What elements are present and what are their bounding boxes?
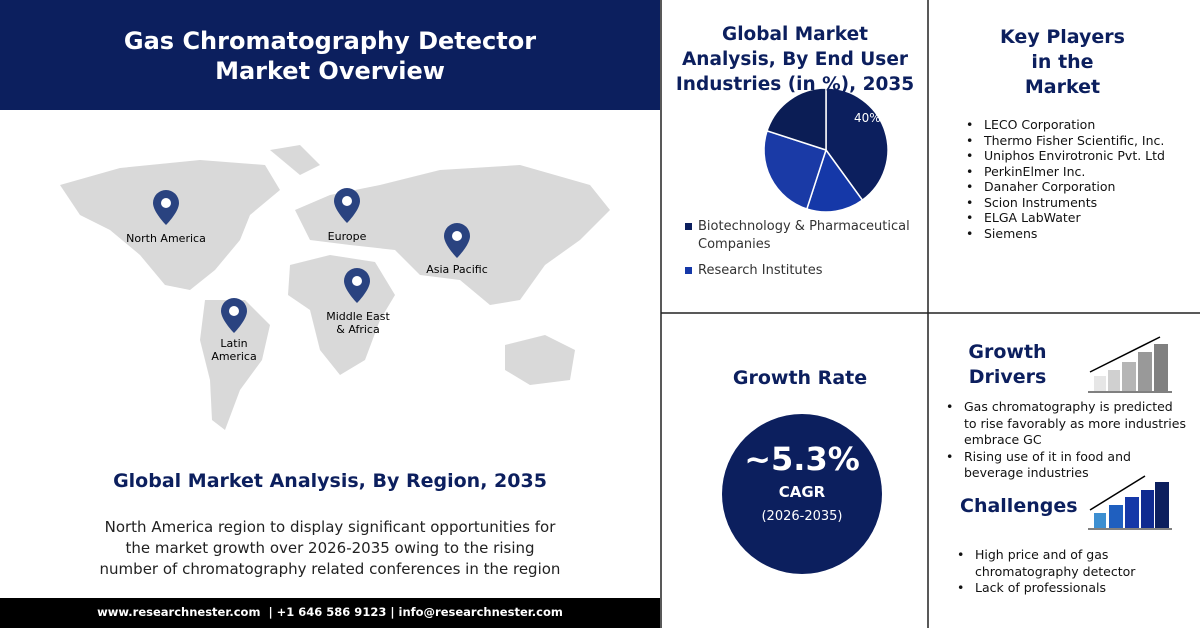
legend-label: Biotechnology & Pharmaceutical Companies: [698, 219, 910, 252]
region-text: North America region to display signific…: [99, 518, 561, 578]
title-banner: [0, 0, 660, 110]
world-map: [60, 145, 610, 430]
key-players-title: Key Players in the Market: [1000, 26, 1125, 98]
pie-slice: [763, 129, 827, 210]
growth-icon: [1088, 336, 1172, 393]
region-label: North America: [126, 232, 206, 245]
pie-legend: Biotechnology & Pharmaceutical Companies…: [685, 218, 925, 288]
challenges-title: Challenges: [960, 495, 1078, 517]
legend-label: Research Institutes: [698, 263, 823, 278]
main-title: Gas Chromatography Detector Market Overv…: [123, 27, 537, 85]
region-title: Global Market Analysis, By Region, 2035: [113, 470, 547, 492]
list-item: High price and of gas chromatography det…: [957, 547, 1175, 580]
growth-rate-period: (2026-2035): [761, 509, 843, 524]
pie-slice: [766, 87, 827, 152]
pie-chart: 40%: [763, 87, 889, 213]
list-item: PerkinElmer Inc.: [966, 164, 1184, 180]
legend-entry: Research Institutes: [685, 262, 925, 280]
region-label: Asia Pacific: [426, 263, 488, 276]
growth-circle: [722, 414, 882, 574]
pie-slice: [805, 148, 864, 213]
dividers: [660, 0, 1200, 628]
growth-drivers-title: Growth Drivers: [968, 341, 1047, 388]
key-players-list: LECO CorporationThermo Fisher Scientific…: [966, 117, 1184, 242]
challenges-list: High price and of gas chromatography det…: [957, 547, 1175, 597]
footer-band: [0, 598, 660, 628]
growth-rate-label: CAGR: [778, 483, 826, 501]
region-label: Middle East & Africa: [326, 310, 390, 336]
list-item: Danaher Corporation: [966, 179, 1184, 195]
list-item: ELGA LabWater: [966, 210, 1184, 226]
legend-entry: Biotechnology & Pharmaceutical Companies: [685, 218, 925, 254]
legend-swatch: [685, 223, 692, 230]
region-label: Europe: [327, 230, 367, 243]
growth-rate-value: ~5.3%: [744, 440, 860, 478]
footer-contact: www.researchnester.com | +1 646 586 9123…: [97, 605, 563, 619]
list-item: Rising use of it in food and beverage in…: [946, 449, 1189, 482]
list-item: Gas chromatography is predicted to rise …: [946, 399, 1189, 449]
list-item: Thermo Fisher Scientific, Inc.: [966, 133, 1184, 149]
growth-drivers-list: Gas chromatography is predicted to rise …: [946, 399, 1189, 482]
legend-swatch: [685, 267, 692, 274]
challenges-icon: [1088, 475, 1172, 530]
pie-label: 40%: [854, 111, 881, 125]
growth-rate-title: Growth Rate: [732, 367, 868, 389]
map-pins: [153, 188, 470, 333]
list-item: LECO Corporation: [966, 117, 1184, 133]
pie-slice: [825, 87, 889, 202]
list-item: Scion Instruments: [966, 195, 1184, 211]
list-item: Lack of professionals: [957, 580, 1175, 597]
pie-title: Global Market Analysis, By End User Indu…: [675, 24, 915, 95]
list-item: Siemens: [966, 226, 1184, 242]
list-item: Uniphos Envirotronic Pvt. Ltd: [966, 148, 1184, 164]
region-label: Latin America: [211, 337, 257, 363]
